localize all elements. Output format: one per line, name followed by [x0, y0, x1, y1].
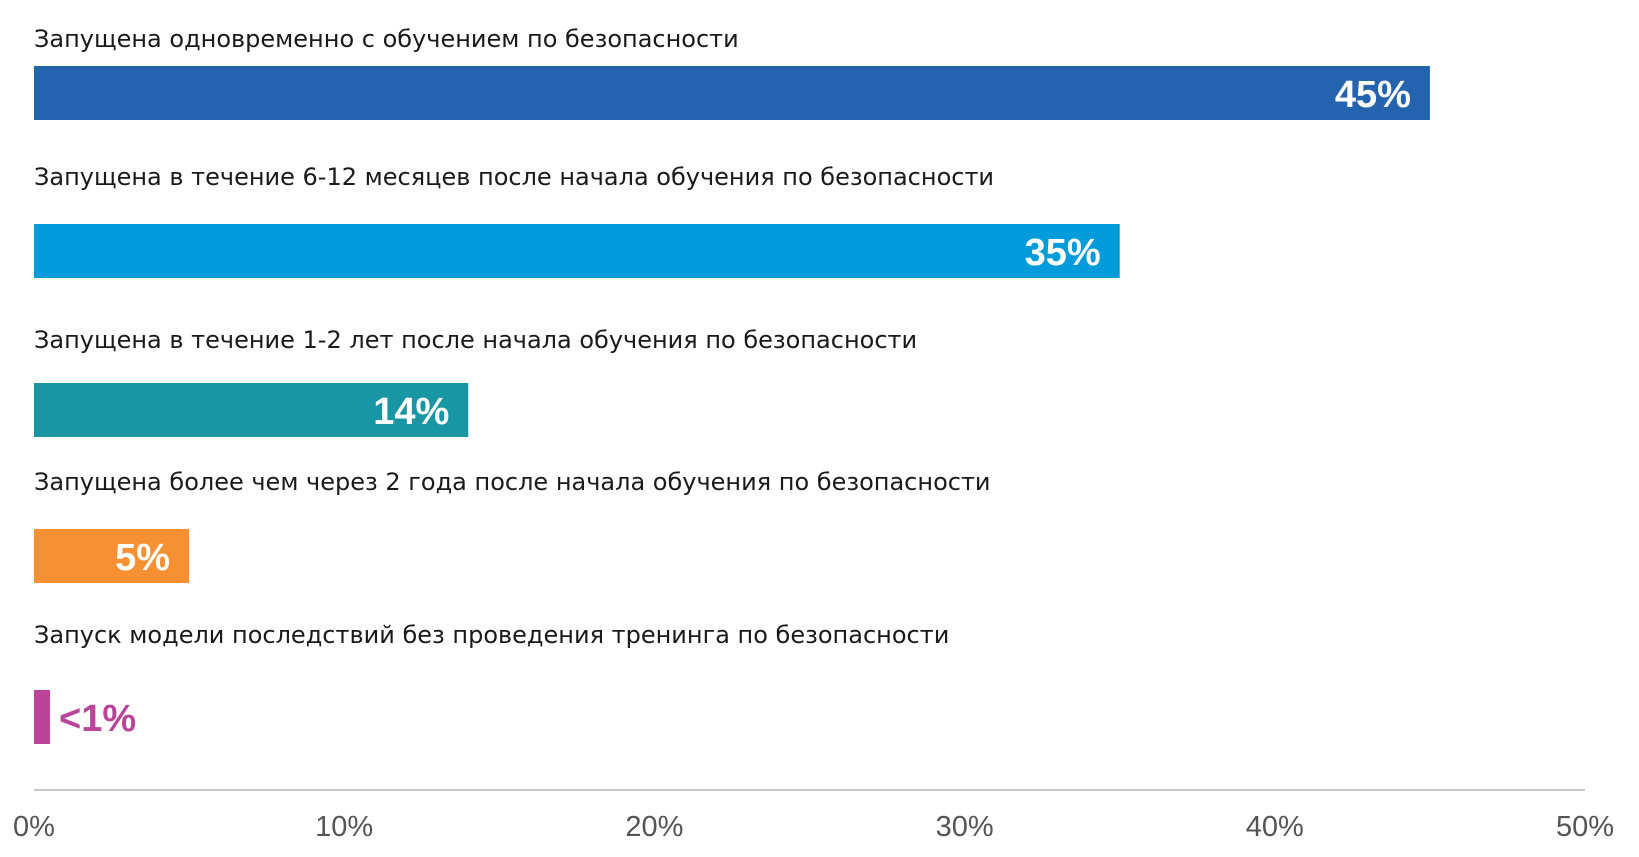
x-tick-label: 50% — [1556, 811, 1614, 843]
category-label: Запущена более чем через 2 года после на… — [34, 468, 991, 496]
category-label: Запуск модели последствий без проведения… — [34, 621, 949, 649]
category-label: Запущена в течение 1-2 лет после начала … — [34, 326, 917, 354]
x-tick-label: 10% — [315, 811, 373, 843]
bars-layer: Запущена одновременно с обучением по без… — [34, 25, 1430, 744]
x-tick-label: 40% — [1246, 811, 1304, 843]
x-axis: 0% 10% 20% 30% 40% 50% — [13, 789, 1614, 843]
bar — [34, 529, 190, 583]
bar — [34, 224, 1120, 278]
value-label: <1% — [59, 698, 136, 740]
x-tick-label: 20% — [625, 811, 683, 843]
bar-group: Запущена более чем через 2 года после на… — [34, 468, 991, 583]
x-tick-label: 30% — [936, 811, 994, 843]
x-tick-label: 0% — [13, 811, 55, 843]
category-label: Запущена в течение 6-12 месяцев после на… — [34, 163, 994, 191]
bar-group: Запущена в течение 1-2 лет после начала … — [34, 326, 917, 437]
value-label: 45% — [1335, 74, 1411, 116]
category-label: Запущена одновременно с обучением по без… — [34, 25, 739, 53]
bar-group: Запущена одновременно с обучением по без… — [34, 25, 1430, 120]
bar-group: Запущена в течение 6-12 месяцев после на… — [34, 163, 1120, 278]
value-label: 35% — [1025, 232, 1101, 274]
bar-group: Запуск модели последствий без проведения… — [34, 621, 949, 744]
value-label: 14% — [373, 391, 449, 433]
bar — [34, 66, 1430, 120]
bar — [34, 383, 469, 437]
value-label: 5% — [115, 537, 170, 579]
bar — [34, 690, 50, 744]
